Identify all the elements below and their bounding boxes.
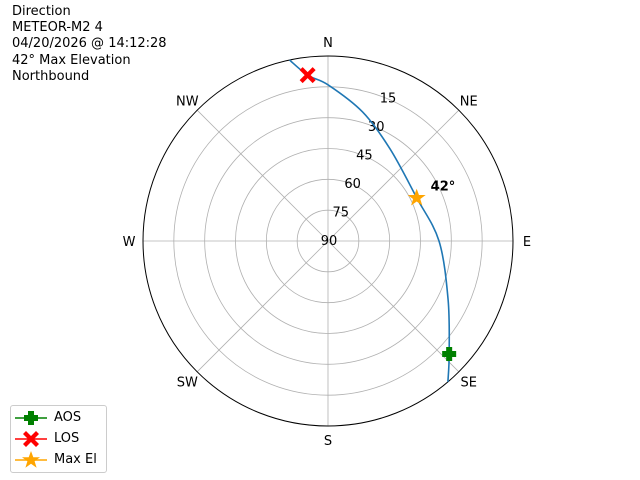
elevation-tick-label: 90 (321, 234, 338, 249)
outer-frame (142, 55, 514, 427)
legend-label: Max El (54, 452, 97, 467)
los-marker (299, 67, 316, 84)
direction-label-s: S (324, 434, 332, 449)
info-max-elevation: 42° Max Elevation (12, 52, 131, 68)
elevation-tick-label: 15 (380, 92, 397, 107)
max-el-marker (407, 188, 426, 206)
info-satellite: METEOR-M2 4 (12, 20, 103, 36)
info-datetime: 04/20/2026 @ 14:12:28 (12, 36, 167, 52)
legend-item-aos: AOS (11, 408, 106, 428)
pass-info: Direction METEOR-M2 4 04/20/2026 @ 14:12… (12, 4, 167, 85)
direction-label-ne: NE (460, 94, 478, 109)
direction-label-n: N (323, 36, 333, 51)
direction-label-e: E (523, 235, 531, 250)
info-heading: Northbound (12, 68, 90, 84)
azimuth-gridline (327, 240, 460, 373)
info-direction: Direction (12, 4, 71, 19)
direction-label-se: SE (460, 376, 476, 391)
x-marker-icon (15, 431, 47, 447)
azimuth-gridline (196, 109, 329, 242)
legend-label: AOS (54, 410, 82, 425)
direction-label-w: W (123, 235, 136, 250)
azimuth-gridline (196, 240, 329, 373)
legend-item-los: LOS (11, 429, 106, 449)
direction-label-sw: SW (177, 376, 198, 391)
elevation-tick-label: 45 (356, 149, 373, 164)
star-marker-icon (15, 451, 47, 468)
elevation-tick-label: 60 (344, 177, 361, 192)
legend-label: LOS (54, 431, 80, 446)
satellite-track (289, 59, 451, 382)
direction-label-nw: NW (176, 94, 199, 109)
legend-item-max-el: Max El (11, 450, 106, 470)
max-elevation-annotation: 42° (431, 180, 456, 195)
azimuth-gridline (327, 109, 460, 242)
elevation-tick-label: 75 (333, 206, 350, 221)
aos-marker (442, 346, 457, 361)
legend: AOS LOS Max El (10, 405, 107, 473)
plus-marker-icon (15, 411, 47, 425)
